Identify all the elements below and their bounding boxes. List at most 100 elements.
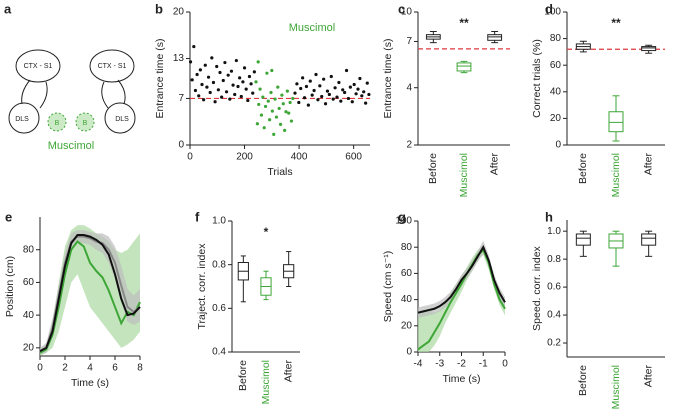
box [487,34,503,41]
striatum-shape [8,102,40,134]
point [259,113,264,117]
y-tick-label: 0.8 [212,259,226,270]
point [272,132,276,136]
point [200,82,204,87]
point [289,119,294,123]
y-tick-label: 100 [395,216,412,227]
point [278,122,283,126]
line [39,233,141,352]
point [327,92,331,97]
region-label: DLS [115,116,129,123]
point [281,102,285,106]
point [205,85,209,89]
y-tick-label: 20 [23,342,35,353]
point [276,85,280,89]
point [280,93,284,97]
point [198,68,202,72]
point [320,94,324,99]
point [266,99,270,103]
point [213,100,217,104]
y-tick-label: 60 [401,268,413,279]
point [365,81,369,85]
y-axis-label: Speed (cm s⁻¹) [382,251,394,322]
y-axis-label: Speed. corr. index [531,245,543,330]
point [262,126,266,130]
point [190,78,194,82]
y-tick-label: 20 [550,113,562,124]
point [291,96,295,101]
point [197,94,201,98]
point [310,93,314,97]
panel-letter: a [4,1,12,16]
point [242,66,247,70]
point [323,102,328,106]
point [297,100,301,105]
point [350,100,354,104]
y-tick-label: 0.2 [547,338,561,349]
point [270,109,274,113]
box [608,111,624,133]
panel-letter: h [545,209,553,224]
y-tick-label: 0 [555,140,561,151]
point [354,92,358,96]
point [270,68,274,73]
point [221,78,225,83]
point [208,90,212,95]
y-tick-label: 1.0 [547,226,561,237]
point [216,88,220,92]
point [322,77,326,81]
point [202,98,206,102]
y-tick-label: 100 [544,7,561,18]
category-label: Before [237,360,249,391]
point [241,80,245,84]
y-tick-label: 0.4 [212,347,226,358]
point [224,90,229,94]
y-tick-label: 80 [401,242,413,253]
point [288,100,292,105]
point [362,90,366,94]
category-label: After [488,153,500,176]
y-tick-label: 40 [23,310,35,321]
point [295,82,299,86]
y-tick-label: 80 [23,244,35,255]
point [331,97,335,101]
point [312,88,316,93]
y-tick-label: 40 [401,294,413,305]
point [269,90,273,95]
point [256,60,260,64]
point [329,74,333,79]
point [236,84,240,89]
point [318,84,322,88]
drug-label: Muscimol [48,140,94,152]
point [251,91,255,95]
panel-letter: c [398,1,405,16]
point [346,96,351,101]
significance: * [264,225,269,239]
y-tick-label: 0.6 [212,303,226,314]
point [348,85,352,89]
point [284,110,288,114]
x-axis-label: Time (s) [442,373,480,385]
point [254,80,258,84]
point [367,92,371,97]
point [195,72,199,77]
injection-site [75,112,95,132]
arrow [21,79,31,105]
point [231,83,235,87]
band [418,244,505,352]
x-tick-label: 0 [502,359,508,370]
point [277,106,281,111]
point [257,102,261,107]
x-tick-label: 4 [87,363,93,374]
box [456,62,472,72]
point [234,58,238,63]
point [226,73,230,77]
y-tick-label: 80 [550,33,562,44]
y-axis-label: Correct trials (%) [531,39,543,118]
point [293,91,297,95]
point [244,87,248,91]
box [641,233,657,246]
category-label: After [642,153,654,176]
category-label: Before [577,153,589,184]
